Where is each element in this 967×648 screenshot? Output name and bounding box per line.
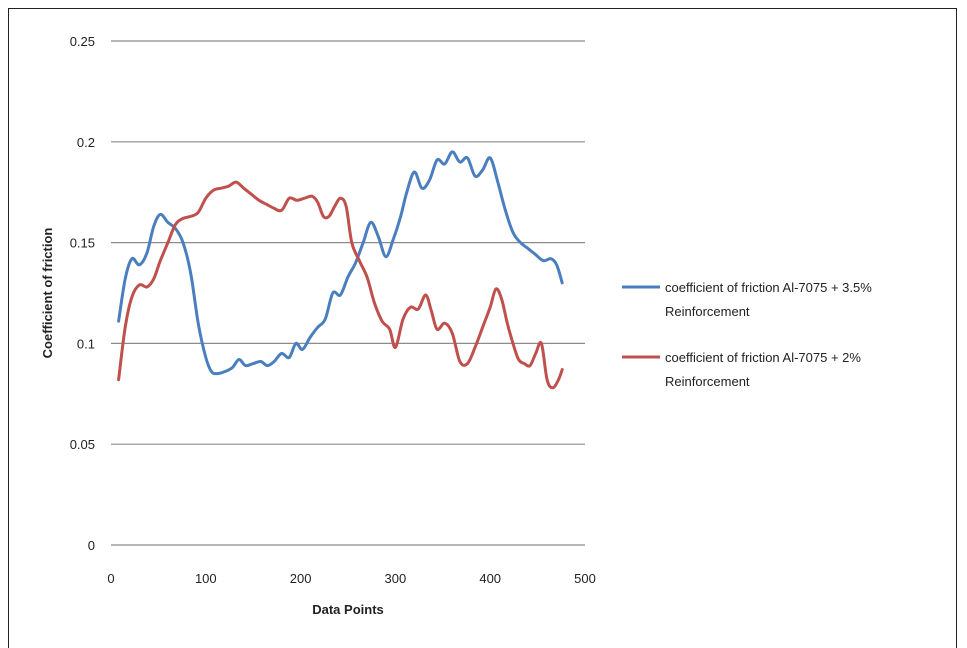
x-axis-title: Data Points [312, 602, 384, 617]
series-lines [117, 150, 564, 390]
y-tick-label: 0.05 [70, 437, 95, 452]
x-tick-label: 500 [574, 571, 596, 586]
legend-entry-2-line-1: coefficient of friction Al-7075 + 2% [665, 350, 861, 365]
x-tick-label: 100 [195, 571, 217, 586]
x-tick-labels: 0 100 200 300 400 500 [107, 571, 595, 586]
y-tick-label: 0.15 [70, 236, 95, 251]
grid-lines [111, 40, 585, 445]
y-tick-labels: 0 0.05 0.1 0.15 0.2 0.25 [70, 34, 95, 553]
y-tick-label: 0.25 [70, 34, 95, 49]
series-line-2 [117, 180, 564, 390]
legend-entry-2-line-2: Reinforcement [665, 374, 750, 389]
y-tick-label: 0.2 [77, 135, 95, 150]
x-tick-label: 0 [107, 571, 114, 586]
x-tick-label: 400 [479, 571, 501, 586]
legend-entry-1-line-2: Reinforcement [665, 304, 750, 319]
x-tick-label: 200 [290, 571, 312, 586]
chart-frame [8, 8, 957, 648]
y-tick-label: 0 [88, 538, 95, 553]
y-axis-title: Coefficient of friction [40, 228, 55, 359]
legend: coefficient of friction Al-7075 + 3.5% Re… [622, 280, 872, 389]
y-tick-label: 0.1 [77, 336, 95, 351]
legend-entry-1-line-1: coefficient of friction Al-7075 + 3.5% [665, 280, 872, 295]
series-line-1 [117, 150, 564, 376]
x-tick-label: 300 [385, 571, 407, 586]
